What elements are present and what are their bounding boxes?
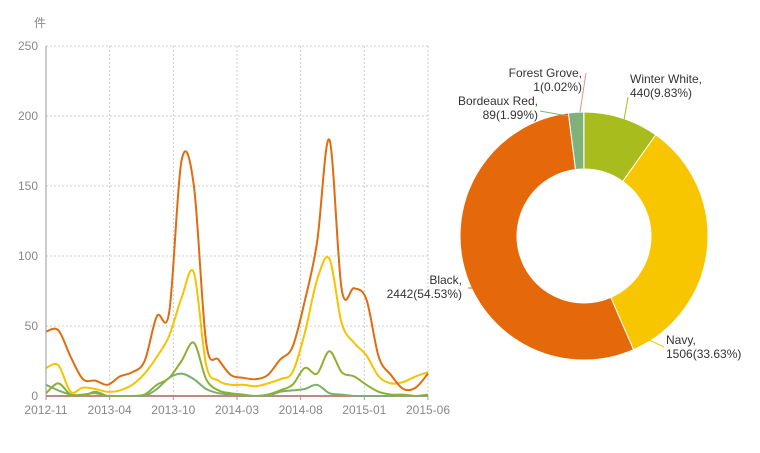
line-chart: 0 50 100 150 200 250 2012-11 2013-04 2013-10 2014…	[18, 16, 450, 417]
donut-labels: Winter White,440(9.83%) Navy,1506(33.63%)…	[387, 66, 742, 361]
axes: 0 50 100 150 200 250 2012-11 2013-04 2013-10 2014…	[18, 39, 450, 417]
slice-label-winter-white-value: 440(9.83%)	[630, 86, 692, 100]
x-tick-label: 2015-06	[406, 403, 450, 417]
donut-slice-navy	[610, 134, 709, 351]
slice-label-forest-grove-name: Forest Grove,	[509, 66, 582, 80]
donut-slices	[459, 111, 709, 361]
x-tick-label: 2012-11	[24, 403, 67, 417]
x-tick-label: 2014-08	[279, 403, 323, 417]
leader-line-navy	[633, 332, 665, 348]
x-tick-label: 2015-01	[342, 403, 386, 417]
slice-label-bordeaux-red-value: 89(1.99%)	[483, 108, 538, 122]
x-tick-label: 2013-04	[88, 403, 132, 417]
series-line-navy	[45, 256, 429, 394]
slice-label-winter-white-name: Winter White,	[630, 72, 702, 86]
leader-line-bordeaux-red	[539, 110, 569, 117]
slice-label-black-value: 2442(54.53%)	[387, 287, 462, 301]
donut-chart: Winter White,440(9.83%) Navy,1506(33.63%)…	[387, 66, 742, 361]
leader-line-winter-white	[623, 96, 629, 121]
y-tick-label: 200	[18, 109, 38, 123]
donut-slice-black	[459, 112, 635, 361]
y-tick-label: 150	[18, 179, 38, 193]
y-tick-label: 0	[31, 389, 38, 403]
leader-line-forest-grove	[579, 72, 587, 113]
slice-label-navy-name: Navy,	[666, 333, 696, 347]
slice-label-navy-value: 1506(33.63%)	[666, 347, 741, 361]
slice-label-forest-grove-value: 1(0.02%)	[533, 80, 582, 94]
slice-label-black-name: Black,	[429, 273, 462, 287]
y-tick-label: 50	[25, 319, 39, 333]
slice-label-bordeaux-red-name: Bordeaux Red,	[458, 94, 538, 108]
y-tick-label: 100	[18, 249, 38, 263]
y-axis-unit-label: 件	[34, 16, 46, 30]
x-tick-label: 2013-10	[151, 403, 195, 417]
y-tick-label: 250	[18, 39, 38, 53]
grid	[46, 45, 429, 396]
series-line-black	[45, 138, 429, 392]
x-tick-label: 2014-03	[215, 403, 259, 417]
